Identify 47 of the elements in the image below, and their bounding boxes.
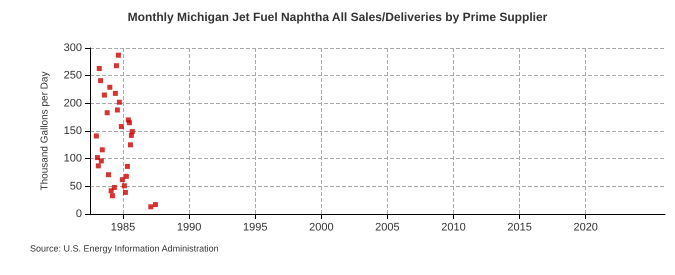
x-tick-label: 2005 (375, 222, 400, 234)
point (116, 52, 121, 58)
x-tick-label: 2000 (309, 222, 334, 234)
point (98, 158, 104, 164)
point (126, 120, 132, 126)
point (100, 147, 105, 152)
point (94, 133, 99, 138)
chart-title: Monthly Michigan Jet Fuel Naphtha All Sales/Deliveries by Prime Supplier (128, 10, 548, 24)
x-tick-label: 2010 (441, 222, 466, 234)
point (118, 124, 124, 130)
point (124, 164, 130, 169)
point (130, 129, 135, 134)
point (94, 155, 100, 160)
point (106, 172, 112, 178)
point (114, 107, 120, 112)
source-note: Source: U.S. Energy Information Administration (30, 244, 219, 254)
y-axis-title: Thousand Gallons per Day (40, 72, 50, 190)
point (96, 163, 101, 168)
point (152, 202, 158, 208)
y-tick-label: 200 (64, 97, 82, 110)
point (102, 92, 107, 98)
point (107, 84, 112, 90)
point (124, 174, 129, 179)
point (96, 66, 102, 71)
y-tick-label: 0 (76, 208, 82, 220)
y-tick-label: 50 (70, 180, 82, 192)
y-tick-label: 100 (64, 152, 82, 165)
point (98, 78, 104, 84)
point (122, 183, 127, 188)
point (148, 204, 154, 210)
x-tick-label: 2020 (573, 222, 598, 234)
point (114, 63, 119, 68)
x-tick-label: 1985 (110, 222, 136, 234)
point (120, 177, 125, 182)
point (122, 190, 128, 195)
point (116, 100, 122, 105)
y-tick-label: 250 (64, 70, 82, 82)
y-tick-label: 300 (64, 42, 82, 54)
point (128, 142, 133, 148)
y-tick-label: 150 (64, 125, 82, 137)
point (110, 193, 115, 198)
point (112, 184, 117, 190)
x-tick-label: 1990 (176, 222, 202, 234)
x-tick-label: 2015 (507, 222, 532, 234)
point (112, 90, 118, 96)
point (104, 110, 110, 116)
x-tick-label: 1995 (242, 222, 268, 234)
